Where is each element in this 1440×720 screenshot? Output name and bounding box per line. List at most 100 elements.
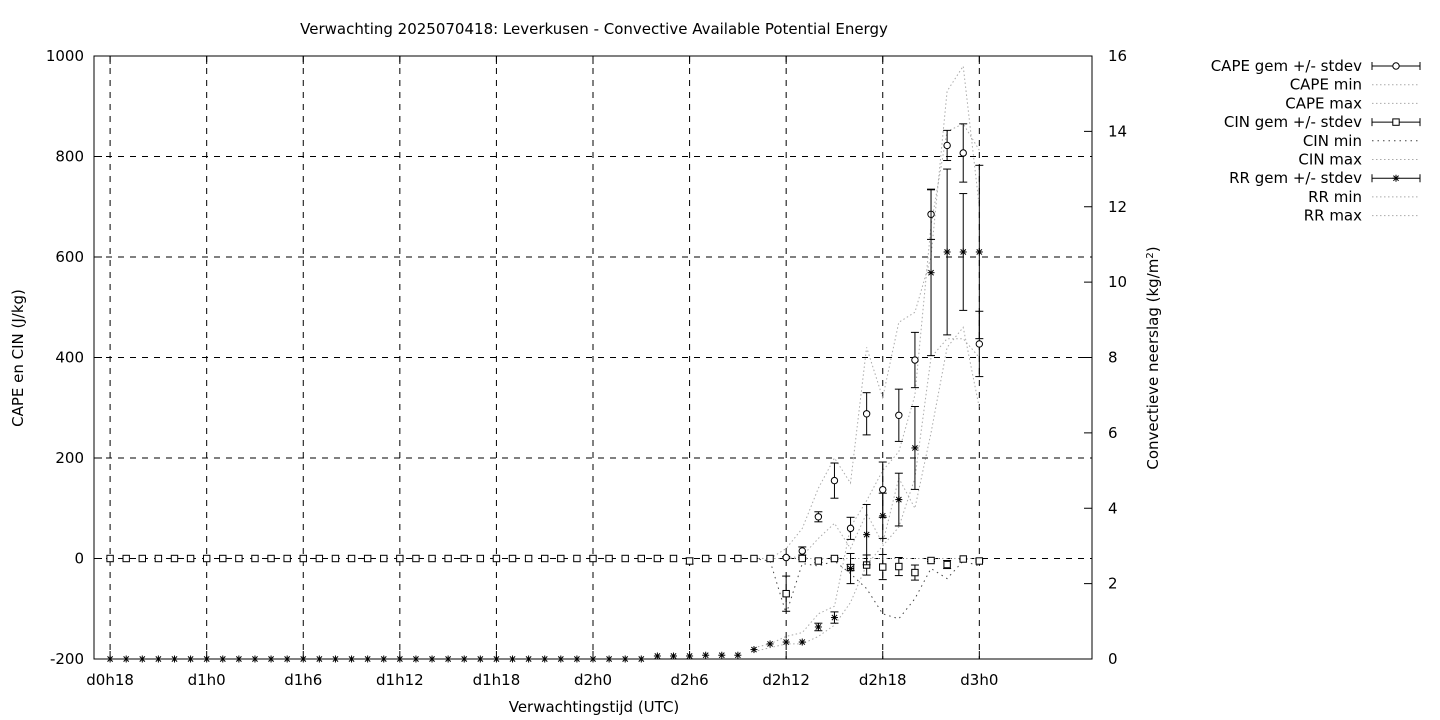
cin-point <box>895 562 903 571</box>
rr-point <box>959 248 967 256</box>
y2-tick-label: 4 <box>1108 499 1118 517</box>
range-line-cin-min <box>753 558 980 620</box>
legend-marker <box>1392 118 1400 126</box>
y2-tick-label: 14 <box>1108 122 1127 140</box>
rr-point <box>718 651 726 659</box>
range-line-rr-max <box>753 123 980 649</box>
star-stroke <box>911 444 918 451</box>
star-stroke <box>960 249 967 255</box>
cin-point <box>701 554 710 563</box>
cin-point <box>766 554 774 563</box>
cin-point <box>605 554 613 563</box>
x-tick-label: d0h18 <box>86 671 134 689</box>
x-tick-label: d2h12 <box>762 671 810 689</box>
y2-tick-label: 2 <box>1108 575 1118 593</box>
star-stroke <box>976 249 983 255</box>
cin-point <box>251 554 259 563</box>
star-stroke <box>928 269 934 276</box>
cin-point <box>154 554 163 563</box>
cin-point <box>557 554 565 563</box>
legend-label: CAPE min <box>1290 76 1362 94</box>
legend-label: RR max <box>1304 207 1362 225</box>
x-tick-label: d3h0 <box>960 671 998 689</box>
y2-tick-label: 10 <box>1108 273 1127 291</box>
star-stroke <box>847 565 854 572</box>
cin-point <box>219 554 227 563</box>
rr-point <box>669 652 677 660</box>
x-axis-label: Verwachtingstijd (UTC) <box>509 698 680 716</box>
cin-point <box>782 589 790 598</box>
cin-point <box>541 554 549 563</box>
rr-point <box>830 614 838 622</box>
cin-point <box>202 554 211 563</box>
star-stroke <box>815 624 822 630</box>
cin-point <box>444 554 452 563</box>
star-stroke <box>654 653 661 659</box>
rr-point <box>782 638 790 646</box>
x-tick-label: d2h0 <box>574 671 612 689</box>
y-tick-label: 600 <box>55 248 84 266</box>
star-stroke <box>767 640 774 647</box>
cin-point <box>637 554 645 563</box>
star-stroke <box>944 249 951 255</box>
cin-point <box>492 554 501 563</box>
rr-point <box>943 248 951 256</box>
y-tick-label: 1000 <box>46 47 84 65</box>
legend-label: CIN max <box>1298 151 1362 169</box>
cape-point <box>782 553 790 562</box>
legend-marker <box>1392 62 1400 70</box>
cin-point <box>589 554 597 563</box>
cin-point <box>299 554 307 563</box>
cin-point <box>734 554 742 563</box>
star-stroke <box>783 639 790 645</box>
cin-point <box>331 554 340 563</box>
cin-point <box>460 554 468 563</box>
legend-label: CIN min <box>1303 132 1362 150</box>
y2-tick-label: 8 <box>1108 349 1118 367</box>
star-stroke <box>831 614 838 621</box>
y-tick-label: -200 <box>50 650 84 668</box>
cape-point <box>943 141 951 150</box>
cin-point <box>412 554 420 563</box>
cin-point <box>347 554 356 563</box>
range-line-rr-min <box>753 338 980 652</box>
rr-point <box>798 638 806 646</box>
cape-point <box>959 149 967 157</box>
cape-point <box>895 411 903 419</box>
cin-point <box>943 560 951 569</box>
star-stroke <box>751 646 757 653</box>
y-tick-label: 800 <box>55 148 84 166</box>
cin-point <box>798 554 806 563</box>
cin-point <box>315 554 324 563</box>
rr-point <box>895 496 903 504</box>
star-stroke <box>895 496 902 503</box>
star-stroke <box>1393 175 1399 182</box>
y2-tick-label: 6 <box>1108 424 1118 442</box>
axis-ticks: d0h18 d1h0 d1h6 d1h12 d1h18 d2h0 d2h6 d2h12 d2h1… <box>46 47 1127 689</box>
x-tick-label: d2h6 <box>671 671 709 689</box>
cin-point <box>621 554 629 563</box>
rr-point <box>911 444 919 452</box>
range-line-cape-max <box>769 64 980 559</box>
x-tick-label: d2h18 <box>859 671 907 689</box>
x-tick-label: d1h0 <box>188 671 226 689</box>
rr-point <box>814 623 822 631</box>
y-tick-label: 0 <box>74 550 84 568</box>
legend-label: RR min <box>1308 188 1362 206</box>
star-stroke <box>863 531 870 538</box>
cin-point <box>879 563 887 571</box>
chart-title: Verwachting 2025070418: Leverkusen - Con… <box>300 20 888 38</box>
cin-point <box>814 557 823 565</box>
cin-point <box>911 568 919 577</box>
rr-point <box>734 651 742 659</box>
cin-point <box>186 554 195 563</box>
legend-label: CAPE gem +/- stdev <box>1211 57 1362 75</box>
cin-point <box>428 554 436 563</box>
cape-point <box>814 513 823 521</box>
star-stroke <box>702 652 709 659</box>
cin-point <box>476 554 485 563</box>
cin-point <box>573 554 581 563</box>
cape-point <box>862 410 871 418</box>
